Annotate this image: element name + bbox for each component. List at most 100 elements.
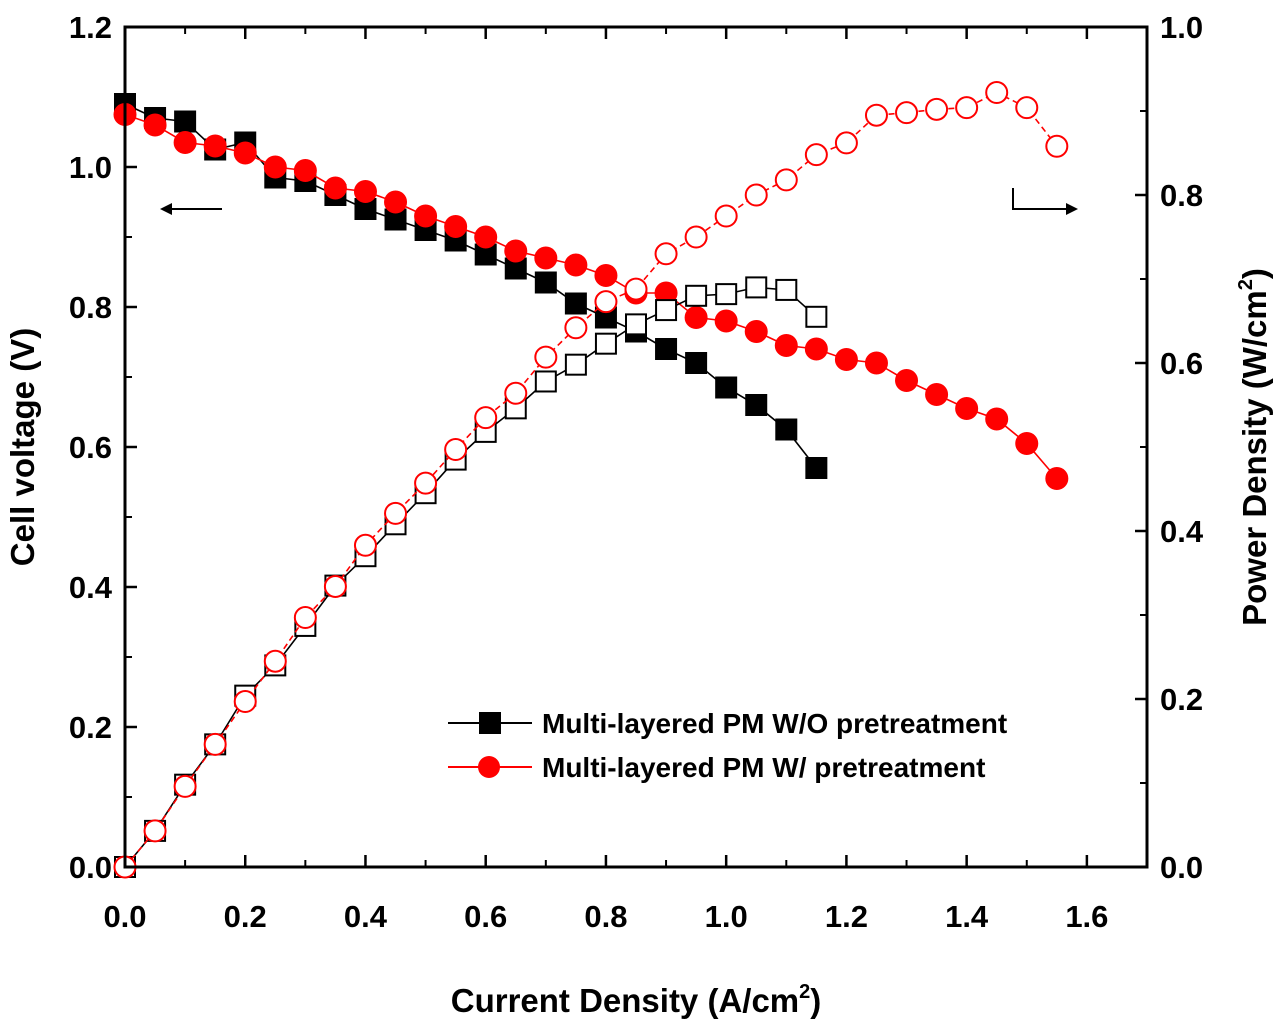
data-point-circle <box>714 309 738 333</box>
data-point-circle <box>414 471 438 495</box>
data-point-circle <box>444 215 468 238</box>
x-tick-label: 1.2 <box>825 899 868 934</box>
data-point-circle <box>353 180 377 203</box>
data-point-circle <box>594 290 618 314</box>
y-right-tick-label: 0.4 <box>1160 514 1204 549</box>
y-right-tick-label: 0.2 <box>1160 682 1203 717</box>
data-point-square <box>805 305 828 328</box>
data-point-square <box>715 376 738 399</box>
legend: Multi-layered PM W/O pretreatment Multi-… <box>448 708 1007 783</box>
x-tick-label: 0.8 <box>584 899 627 934</box>
y-right-tick-label: 0.6 <box>1160 346 1203 381</box>
y-right-axis-title: Power Density (W/cm2) <box>1235 268 1273 626</box>
y-left-axis-title: Cell voltage (V) <box>4 328 41 566</box>
y-left-tick-label: 1.0 <box>69 150 112 185</box>
ticks-layer: 0.0 0.2 0.4 0.6 0.8 1.0 1.2 1.4 1.6 0.0 0.2 0.4 0.6 0… <box>69 10 1204 934</box>
data-point-square <box>805 457 828 479</box>
data-point-circle <box>895 101 919 125</box>
y-left-tick-label: 0.6 <box>69 430 112 465</box>
data-point-circle <box>624 277 648 301</box>
data-point-circle <box>714 204 738 228</box>
right-axis-arrow-icon <box>1012 188 1078 215</box>
data-point-circle <box>744 183 768 207</box>
data-point-circle <box>444 438 468 462</box>
data-point-square <box>534 271 557 294</box>
data-point-circle <box>173 131 197 154</box>
data-point-circle <box>864 351 888 375</box>
data-point-circle <box>323 574 347 598</box>
x-tick-label: 0.4 <box>344 899 388 934</box>
data-point-square <box>655 338 678 360</box>
data-point-circle <box>504 381 528 405</box>
data-point-circle <box>834 348 858 371</box>
data-point-circle <box>955 397 979 420</box>
data-point-circle <box>384 501 408 525</box>
data-point-square <box>715 283 738 306</box>
data-point-square <box>745 394 768 416</box>
data-point-square <box>745 276 768 299</box>
data-point-square <box>655 299 678 322</box>
data-point-circle <box>1045 467 1069 490</box>
y-left-tick-label: 0.2 <box>69 710 112 745</box>
data-point-circle <box>384 190 408 214</box>
data-point-circle <box>925 97 949 121</box>
y-left-tick-label: 0.0 <box>69 850 112 885</box>
data-point-circle <box>293 159 317 182</box>
data-point-circle <box>684 225 708 249</box>
data-point-square <box>534 370 557 393</box>
data-point-circle <box>474 406 498 430</box>
data-point-circle <box>564 253 588 277</box>
data-point-circle <box>594 264 618 287</box>
x-tick-label: 1.4 <box>945 899 989 934</box>
data-point-square <box>564 292 587 315</box>
y-right-tick-label: 0.8 <box>1160 178 1203 213</box>
data-point-circle <box>474 225 498 249</box>
data-point-square <box>685 284 708 307</box>
data-point-square <box>174 110 197 133</box>
data-point-circle <box>414 204 438 228</box>
data-point-circle <box>203 134 227 158</box>
data-point-circle <box>864 103 888 127</box>
y-left-tick-label: 0.4 <box>69 570 113 605</box>
y-left-tick-label: 1.2 <box>69 10 112 45</box>
data-point-circle <box>293 606 317 630</box>
series-1 <box>113 103 1069 490</box>
left-axis-arrow-icon <box>160 203 222 215</box>
data-point-circle <box>925 383 949 406</box>
data-point-square <box>775 418 798 441</box>
x-tick-label: 1.0 <box>705 899 748 934</box>
y-left-tick-label: 0.8 <box>69 290 112 325</box>
data-point-circle <box>684 306 708 329</box>
legend-label-wo-pretreatment: Multi-layered PM W/O pretreatment <box>542 708 1007 739</box>
data-point-circle <box>263 649 287 673</box>
data-point-circle <box>774 168 798 192</box>
data-point-square <box>625 313 647 336</box>
data-point-square <box>775 278 798 301</box>
data-point-circle <box>834 131 858 155</box>
y-right-tick-label: 1.0 <box>1160 10 1203 45</box>
legend-marker-square-icon <box>479 712 501 734</box>
data-point-circle <box>203 732 227 756</box>
data-point-circle <box>744 320 768 343</box>
legend-label-w-pretreatment: Multi-layered PM W/ pretreatment <box>542 752 985 783</box>
data-point-circle <box>564 316 588 340</box>
x-tick-label: 0.6 <box>464 899 507 934</box>
x-axis-title: Current Density (A/cm2) <box>451 981 822 1019</box>
data-point-circle <box>804 337 828 361</box>
data-point-circle <box>233 690 257 714</box>
data-point-circle <box>534 246 558 270</box>
x-tick-label: 0.0 <box>103 899 146 934</box>
data-point-circle <box>895 369 919 392</box>
series-3 <box>113 81 1069 879</box>
x-tick-label: 1.6 <box>1065 899 1108 934</box>
data-point-circle <box>143 819 167 843</box>
data-point-circle <box>263 155 287 179</box>
data-point-circle <box>654 242 678 266</box>
data-point-circle <box>955 96 979 120</box>
data-point-circle <box>774 334 798 357</box>
data-point-circle <box>1015 432 1039 455</box>
data-point-circle <box>504 239 528 263</box>
legend-item-wo-pretreatment: Multi-layered PM W/O pretreatment <box>448 708 1007 739</box>
data-point-circle <box>985 81 1009 105</box>
